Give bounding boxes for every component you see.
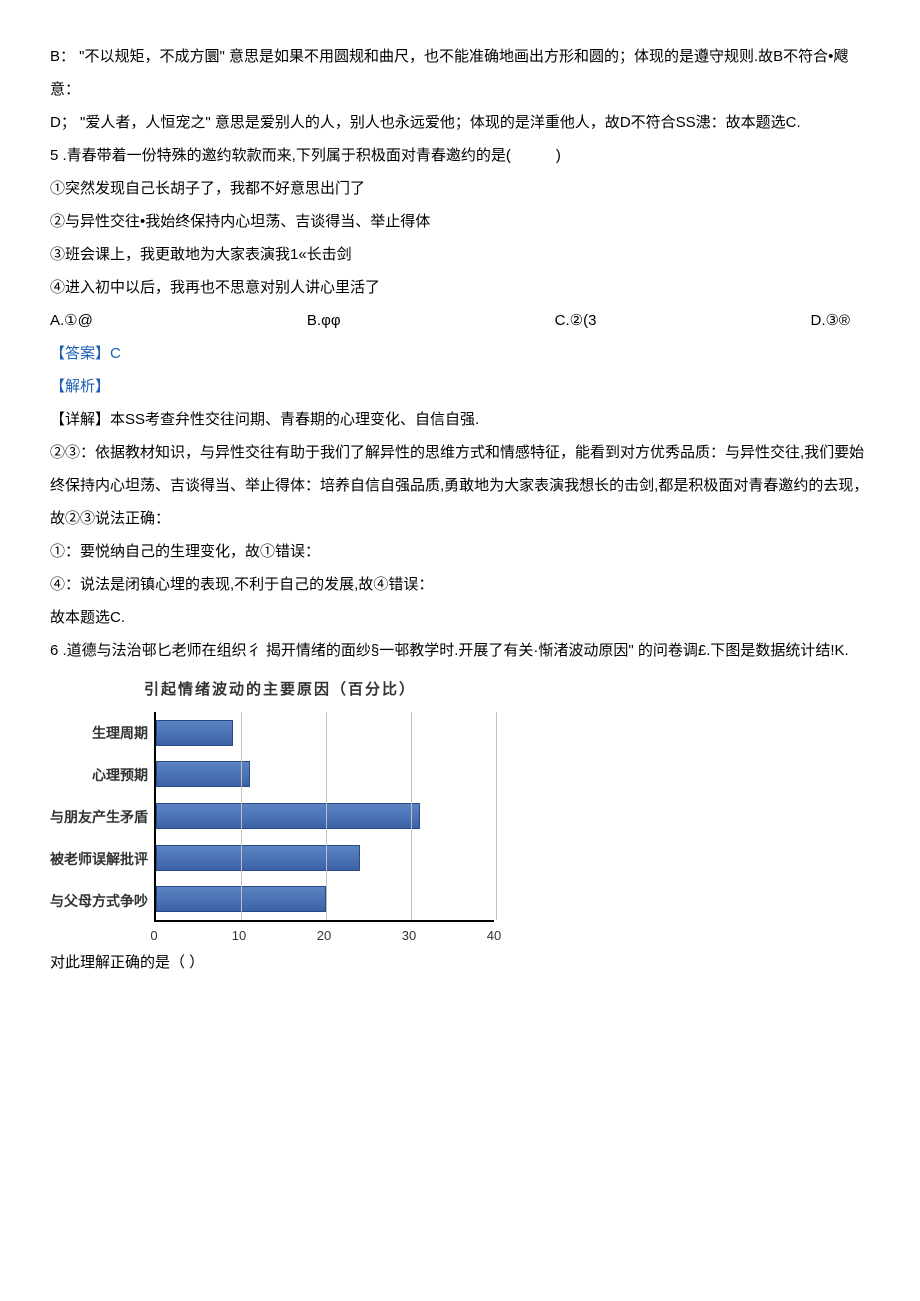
q5-detail-5: 故本题选C. <box>50 601 870 634</box>
q5-options: A.①@ B.φφ C.②(3 D.③® <box>50 304 850 337</box>
q5-statement-2: ②与异性交往•我始终保持内心坦荡、吉谈得当、举止得体 <box>50 205 870 238</box>
q5-statement-1: ①突然发现自己长胡子了，我都不好意思出门了 <box>50 172 870 205</box>
chart-gridline <box>496 712 497 920</box>
chart-bar <box>156 761 250 787</box>
chart-title: 引起情绪波动的主要原因（百分比） <box>50 673 510 706</box>
chart-bars <box>156 712 494 920</box>
chart-y-label: 被老师误解批评 <box>50 838 148 880</box>
paragraph-prev-d: D； "爱人者，人恒宠之" 意思是爱别人的人，别人也永远爱他；体现的是洋重他人，… <box>50 106 870 139</box>
q5-detail-1: 【详解】本SS考查弁性交往问期、青春期的心理变化、自信自强. <box>50 403 870 436</box>
chart-x-tick: 30 <box>402 922 416 951</box>
chart-bar <box>156 720 233 746</box>
q5-stem: 5 .青春带着一份特殊的邀约软款而来,下列属于积极面对青春邀约的是( ) <box>50 139 870 172</box>
chart-gridline <box>241 712 242 920</box>
q5-option-b: B.φφ <box>307 304 341 337</box>
chart-plot-area <box>154 712 494 922</box>
chart-bar <box>156 845 360 871</box>
chart-y-label: 生理周期 <box>50 712 148 754</box>
q5-statement-4: ④进入初中以后，我再也不思意对别人讲心里活了 <box>50 271 870 304</box>
chart-body: 生理周期心理预期与朋友产生矛盾被老师误解批评与父母方式争吵 010203040 <box>50 712 870 942</box>
emotion-chart: 引起情绪波动的主要原因（百分比） 生理周期心理预期与朋友产生矛盾被老师误解批评与… <box>50 673 870 942</box>
q5-answer: 【答案】C <box>50 337 870 370</box>
chart-gridline <box>411 712 412 920</box>
q5-option-d: D.③® <box>810 304 850 337</box>
q5-option-a: A.①@ <box>50 304 93 337</box>
chart-y-label: 心理预期 <box>50 754 148 796</box>
q5-analysis-label: 【解析】 <box>50 370 870 403</box>
q5-detail-4: ④：说法是闭镇心埋的表现,不利于自己的发展,故④错误： <box>50 568 870 601</box>
q6-footer: 对此理解正确的是（ ） <box>50 946 870 979</box>
q5-option-c: C.②(3 <box>555 304 597 337</box>
chart-y-label: 与父母方式争吵 <box>50 880 148 922</box>
chart-x-ticks: 010203040 <box>154 922 494 942</box>
chart-x-tick: 40 <box>487 922 501 951</box>
chart-y-labels: 生理周期心理预期与朋友产生矛盾被老师误解批评与父母方式争吵 <box>50 712 154 922</box>
q6-stem: 6 .道德与法治邨匕老师在组织彳 揭开情绪的面纱§一邨教学时.开展了有关·惭渚波… <box>50 634 870 667</box>
q5-detail-2: ②③：依据教材知识，与异性交往有助于我们了解异性的思维方式和情感特征，能看到对方… <box>50 436 870 535</box>
chart-gridline <box>326 712 327 920</box>
q5-statement-3: ③班会课上，我更敢地为大家表演我1«长击剑 <box>50 238 870 271</box>
chart-x-tick: 10 <box>232 922 246 951</box>
chart-y-label: 与朋友产生矛盾 <box>50 796 148 838</box>
chart-bar <box>156 803 420 829</box>
q5-detail-3: ①：要悦纳自己的生理变化，故①错误： <box>50 535 870 568</box>
chart-x-tick: 20 <box>317 922 331 951</box>
chart-x-tick: 0 <box>150 922 157 951</box>
paragraph-prev-b: B： "不以规矩，不成方圜" 意思是如果不用圆规和曲尺，也不能准确地画出方形和圆… <box>50 40 870 106</box>
